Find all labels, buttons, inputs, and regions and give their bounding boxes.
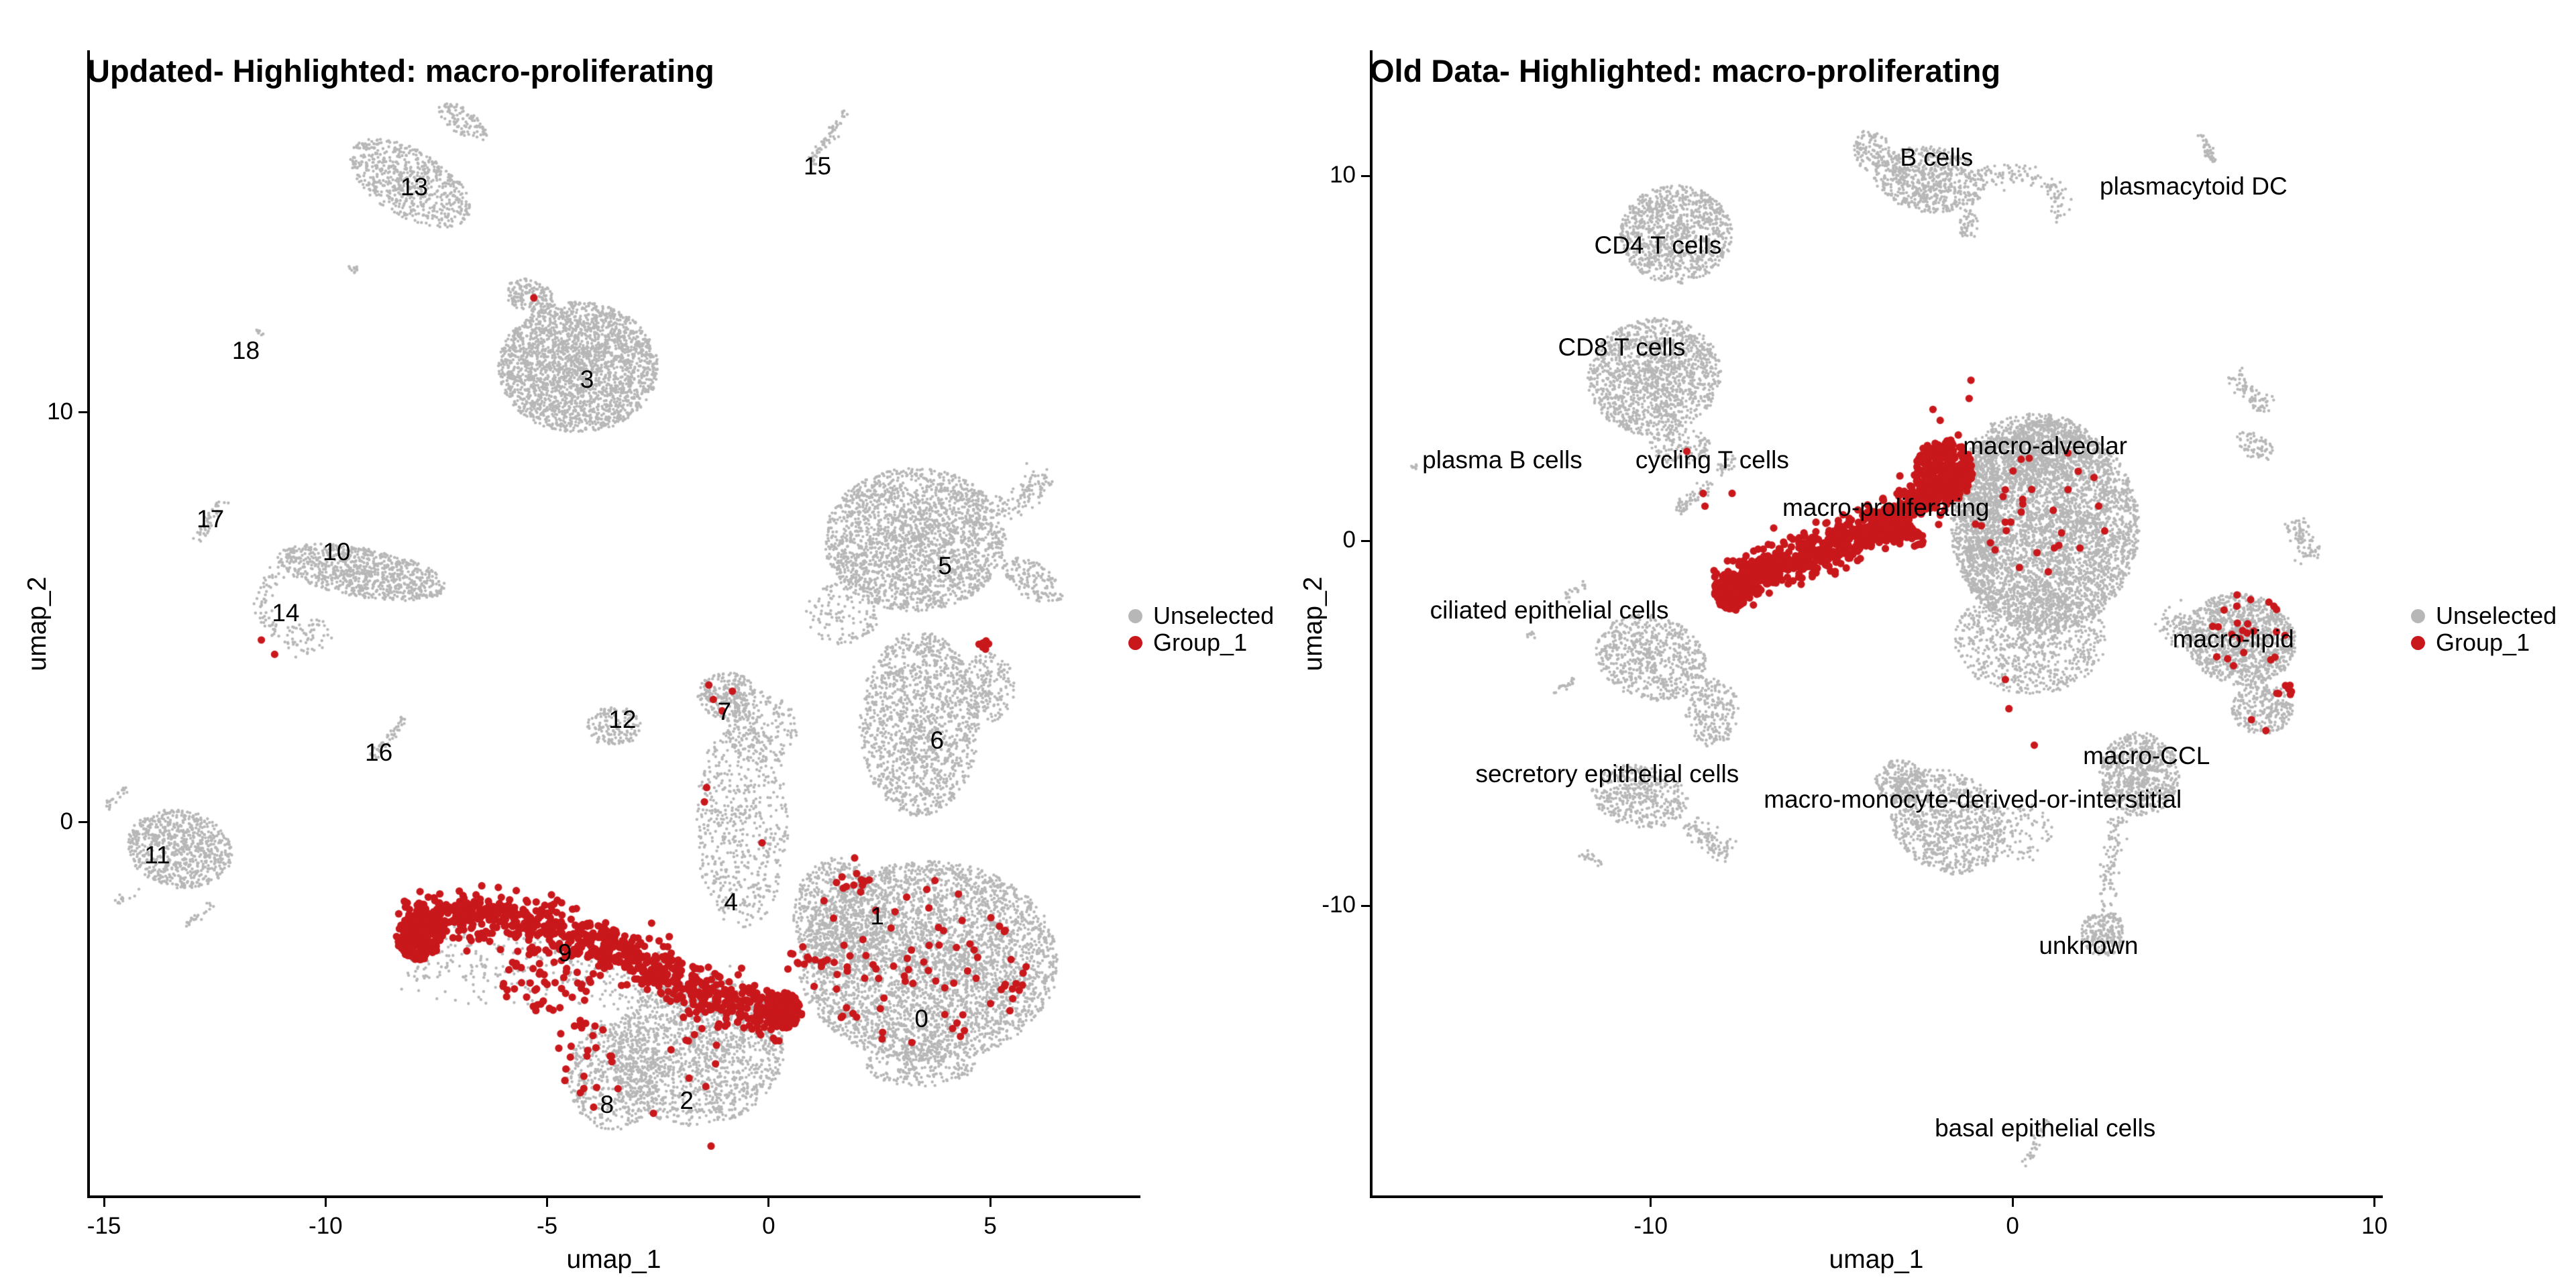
cluster-label: 18 — [231, 337, 260, 365]
legend-item-group1: Group_1 — [2411, 629, 2557, 656]
x-tick-label: 0 — [762, 1213, 775, 1239]
cluster-label: basal epithelial cells — [1935, 1114, 2156, 1142]
cluster-label: 16 — [365, 739, 393, 766]
cluster-label: 6 — [930, 726, 945, 754]
cluster-label: CD8 T cells — [1558, 333, 1686, 361]
umap-scatter-left — [87, 50, 1140, 1198]
cluster-label: 8 — [600, 1091, 614, 1119]
y-tick-mark — [78, 411, 87, 414]
cluster-label: macro-proliferating — [1782, 494, 1990, 522]
cluster-label: macro-monocyte-derived-or-interstitial — [1764, 786, 2182, 814]
y-tick-label: 10 — [1330, 162, 1356, 189]
cluster-label: cycling T cells — [1635, 446, 1789, 474]
cluster-label: 9 — [557, 939, 572, 967]
cluster-label: macro-lipid — [2172, 625, 2294, 653]
cluster-label: 1 — [870, 902, 884, 930]
x-tick-mark — [546, 1198, 549, 1207]
cluster-label: 10 — [323, 537, 351, 566]
cluster-label: plasma B cells — [1422, 446, 1582, 474]
cluster-label: 12 — [608, 706, 637, 734]
x-tick-mark — [767, 1198, 770, 1207]
x-tick-label: -5 — [537, 1213, 558, 1239]
cluster-label: 15 — [803, 152, 832, 180]
legend-item-unselected: Unselected — [1128, 602, 1275, 629]
x-axis-title-left: umap_1 — [566, 1245, 661, 1274]
cluster-label: 13 — [400, 173, 429, 201]
x-tick-label: 5 — [983, 1213, 997, 1239]
legend-item-unselected: Unselected — [2411, 602, 2557, 629]
x-tick-label: 10 — [2361, 1213, 2388, 1239]
cluster-label: 4 — [724, 888, 738, 916]
cluster-label: 0 — [914, 1005, 928, 1033]
group1-dot-icon — [1128, 635, 1142, 650]
x-tick-mark — [1650, 1198, 1652, 1207]
x-tick-mark — [2373, 1198, 2376, 1207]
x-tick-mark — [324, 1198, 327, 1207]
y-axis-title-right: umap_2 — [1299, 576, 1328, 672]
legend-label: Group_1 — [2436, 629, 2530, 656]
y-tick-label: 0 — [60, 808, 73, 835]
panel-axes-left — [87, 50, 1140, 1198]
cluster-label: macro-alveolar — [1963, 431, 2128, 460]
legend-right: Unselected Group_1 — [2411, 602, 2557, 656]
cluster-label: 11 — [144, 841, 170, 869]
x-tick-label: -10 — [309, 1213, 343, 1239]
cluster-label: 17 — [197, 504, 225, 533]
cluster-label: 3 — [580, 366, 594, 394]
x-tick-label: -10 — [1633, 1213, 1668, 1239]
y-tick-mark — [78, 821, 87, 824]
x-tick-label: 0 — [2006, 1213, 2019, 1239]
unselected-dot-icon — [2411, 608, 2425, 623]
cluster-label: 14 — [272, 599, 300, 627]
x-tick-mark — [989, 1198, 991, 1207]
panel-axes-right — [1370, 50, 2383, 1198]
y-tick-label: -10 — [1322, 892, 1356, 918]
legend-left: Unselected Group_1 — [1128, 602, 1275, 656]
cluster-label: ciliated epithelial cells — [1430, 596, 1669, 624]
legend-label: Unselected — [1153, 602, 1275, 629]
cluster-label: secretory epithelial cells — [1475, 760, 1739, 788]
y-tick-mark — [1361, 539, 1370, 542]
cluster-label: macro-CCL — [2083, 742, 2210, 770]
legend-label: Unselected — [2436, 602, 2557, 629]
cluster-label: CD4 T cells — [1594, 231, 1722, 259]
cluster-label: 7 — [717, 697, 732, 725]
umap-scatter-right — [1370, 50, 2383, 1198]
y-tick-label: 0 — [1342, 527, 1356, 553]
y-tick-mark — [1361, 174, 1370, 177]
x-tick-label: -15 — [87, 1213, 121, 1239]
legend-label: Group_1 — [1153, 629, 1248, 656]
legend-item-group1: Group_1 — [1128, 629, 1274, 656]
y-axis-title-left: umap_2 — [23, 576, 52, 672]
group1-dot-icon — [2411, 635, 2425, 650]
y-tick-mark — [1361, 904, 1370, 907]
cluster-label: 2 — [680, 1087, 694, 1115]
x-tick-mark — [2011, 1198, 2014, 1207]
x-tick-mark — [103, 1198, 105, 1207]
cluster-label: B cells — [1900, 143, 1974, 171]
cluster-label: unknown — [2039, 932, 2139, 960]
x-axis-title-right: umap_1 — [1829, 1245, 1924, 1274]
cluster-label: 5 — [938, 552, 953, 580]
cluster-label: plasmacytoid DC — [2100, 172, 2288, 201]
unselected-dot-icon — [1128, 608, 1142, 623]
y-tick-label: 10 — [47, 398, 73, 425]
